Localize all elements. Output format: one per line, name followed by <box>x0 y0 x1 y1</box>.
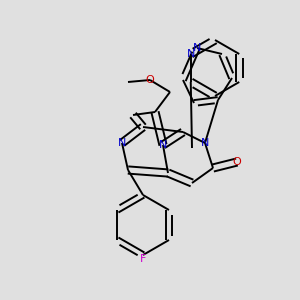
Text: N: N <box>118 138 126 148</box>
Text: F: F <box>140 254 146 264</box>
Text: N: N <box>201 138 209 148</box>
Text: O: O <box>146 75 154 85</box>
Text: N: N <box>159 140 167 150</box>
Text: O: O <box>232 157 242 167</box>
Text: N: N <box>187 49 195 59</box>
Text: N: N <box>193 43 201 53</box>
